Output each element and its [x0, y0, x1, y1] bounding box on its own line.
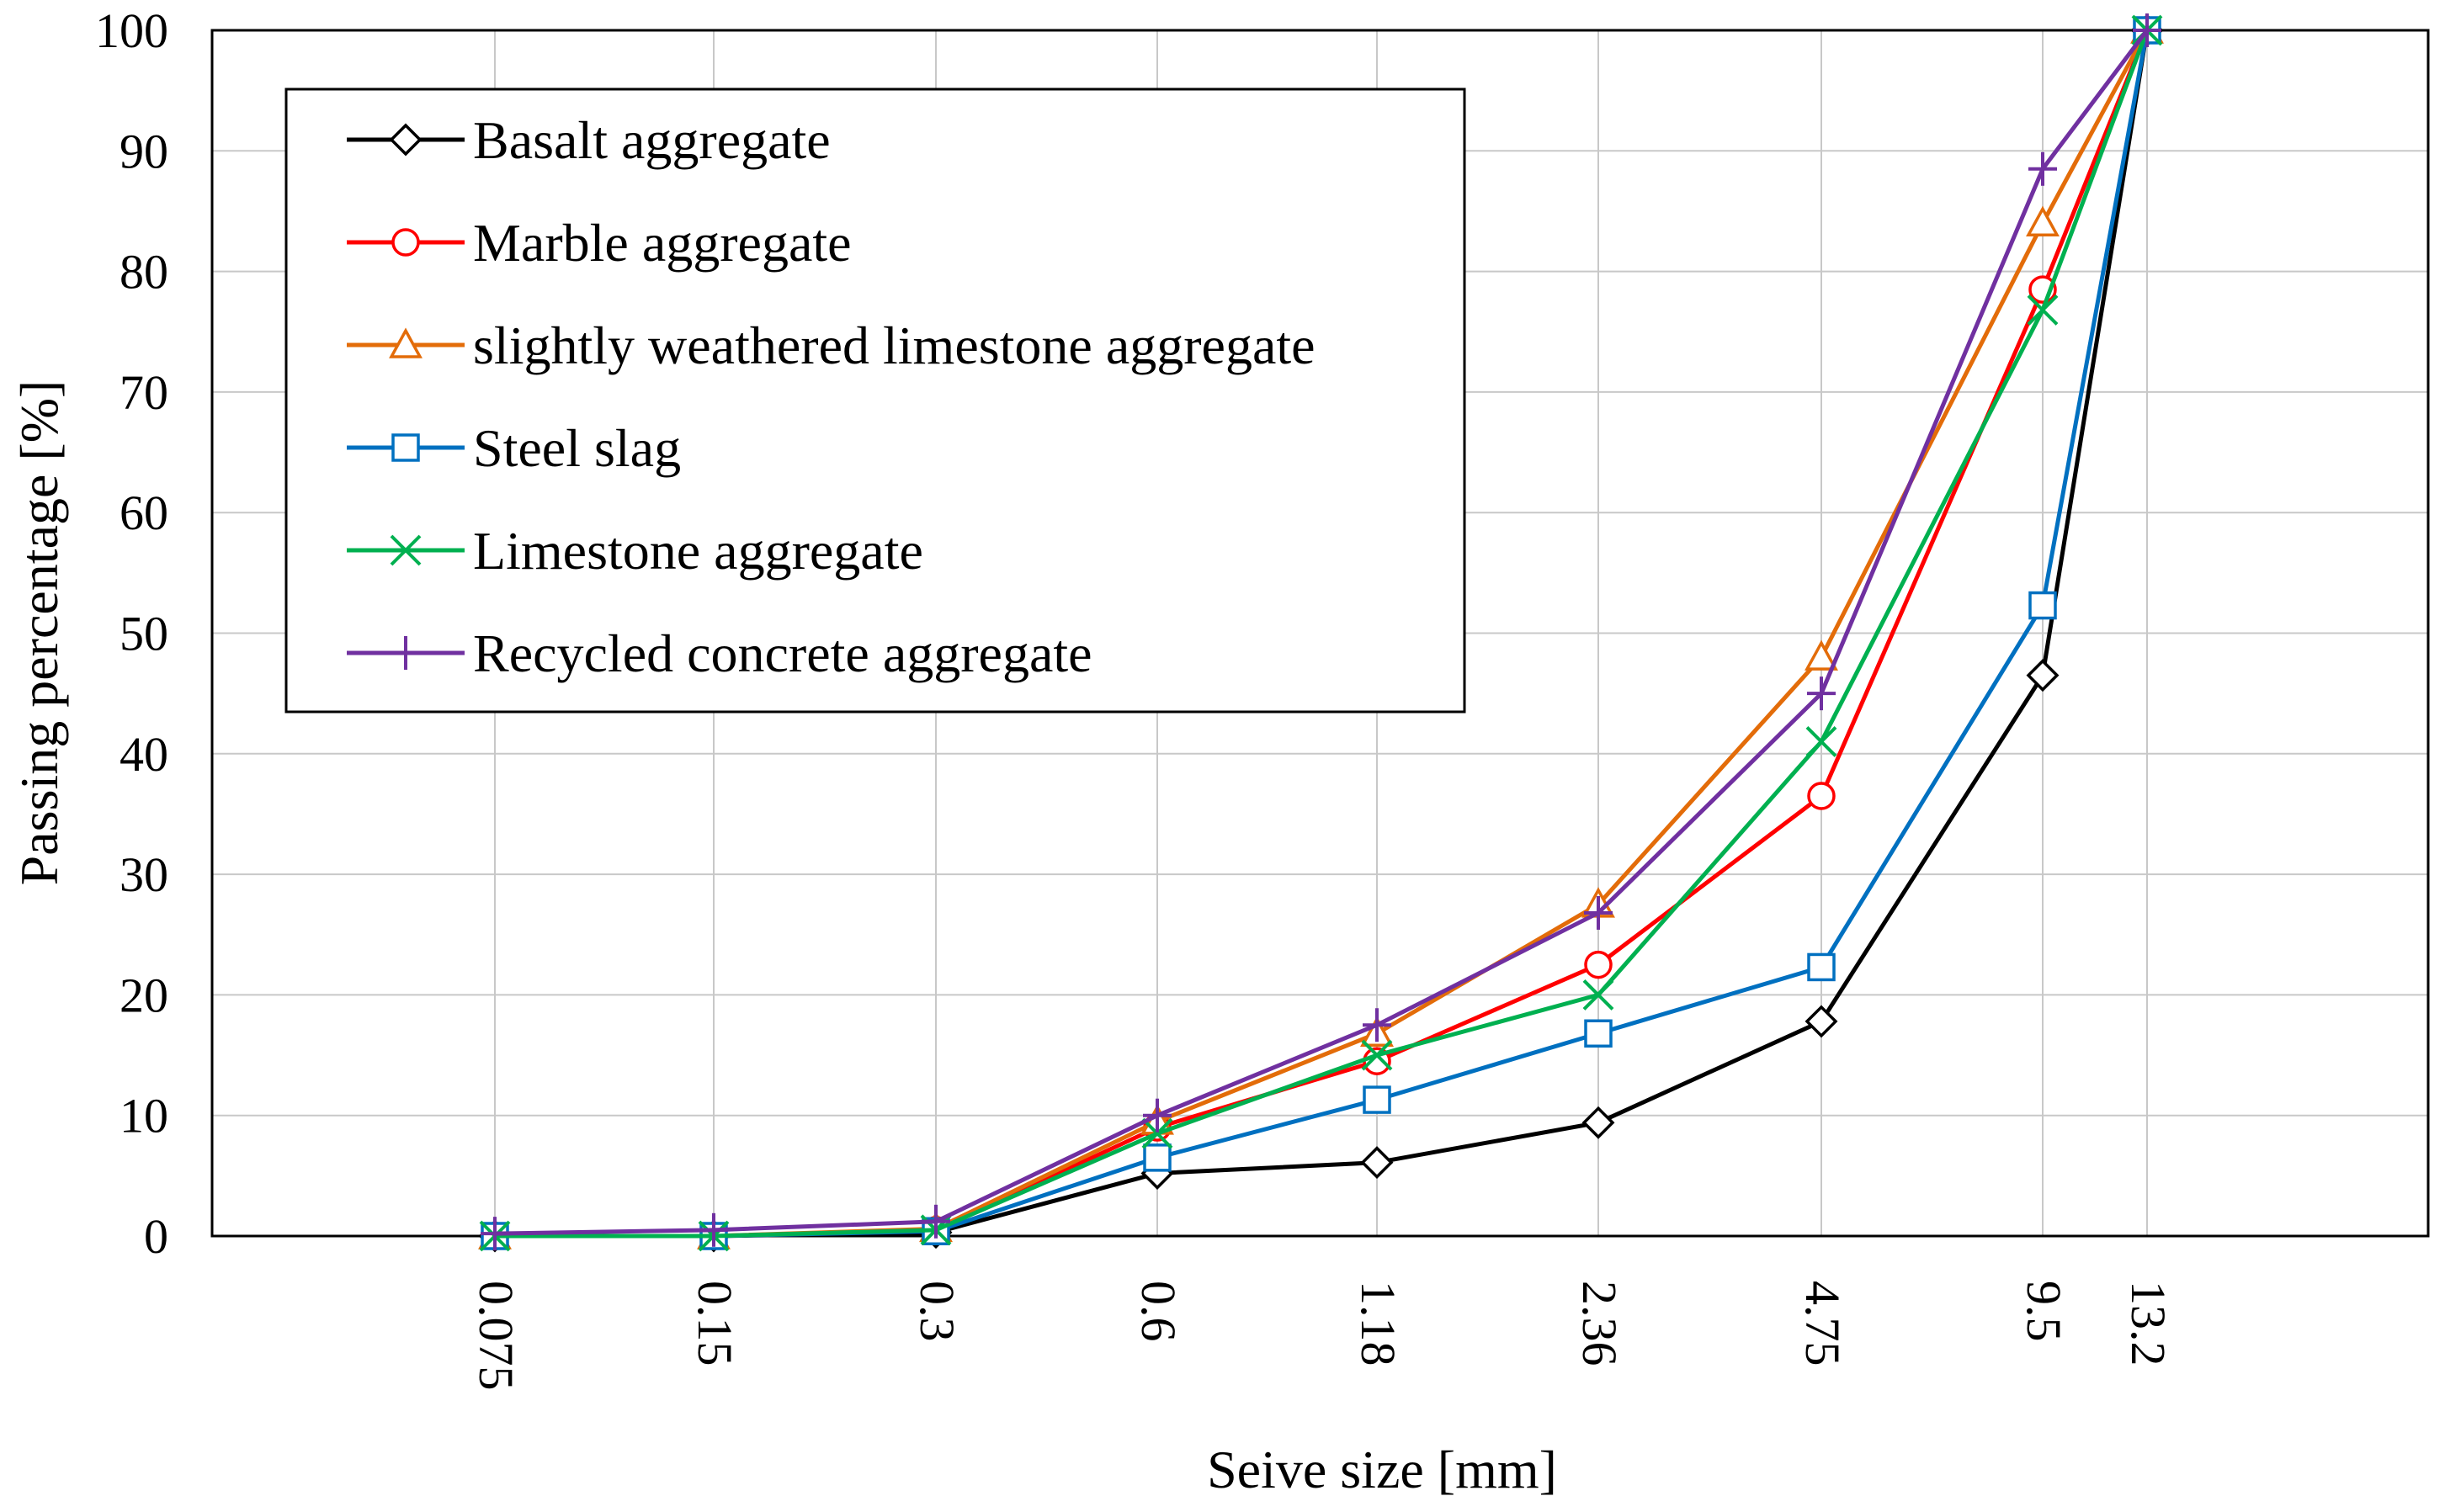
plot-area: [210, 29, 2430, 1238]
y-tick-label: 100: [95, 3, 168, 58]
data-point: [1584, 950, 1613, 979]
data-point: [2028, 591, 2057, 620]
data-point: [2027, 294, 2059, 326]
series-recycled-concrete-aggregate: [481, 13, 2161, 1251]
marker-stroke: [1582, 979, 1614, 1011]
data-point: [1807, 782, 1836, 810]
x-tick-label: 0.15: [688, 1281, 742, 1366]
data-point: [2133, 13, 2161, 47]
legend-item: Steel slag: [347, 418, 681, 478]
data-point: [2026, 205, 2060, 237]
data-point: [481, 1217, 509, 1251]
marker-stroke: [390, 534, 422, 566]
y-tick-label: 20: [120, 968, 168, 1022]
x-tick-label: 13.2: [2121, 1281, 2176, 1366]
x-tick-label: 0.075: [469, 1281, 524, 1391]
data-point: [699, 1212, 728, 1247]
data-point: [1143, 1098, 1172, 1133]
y-tick-label: 50: [120, 607, 168, 661]
legend-marker: [389, 327, 423, 358]
legend-item: Limestone aggregate: [347, 521, 923, 581]
data-point: [1143, 1143, 1172, 1172]
marker-stroke: [1361, 1039, 1393, 1071]
data-point: [1807, 952, 1836, 982]
data-point: [1363, 1085, 1391, 1114]
legend-marker: [390, 534, 422, 566]
x-tick-label: 2.36: [1572, 1281, 1627, 1366]
y-tick-label: 30: [120, 847, 168, 902]
marker-stroke: [1805, 726, 1837, 757]
data-point: [1141, 1117, 1173, 1149]
x-tick-label: 4.75: [1795, 1281, 1850, 1366]
y-tick-label: 40: [120, 727, 168, 782]
data-point: [1805, 1005, 1838, 1038]
legend-marker: [389, 123, 423, 157]
data-point: [922, 1204, 950, 1239]
legend-marker: [391, 433, 420, 462]
y-tick-label: 70: [120, 365, 168, 420]
marker-stroke: [1141, 1117, 1173, 1149]
marker-stroke: [2027, 294, 2059, 326]
y-tick-label: 0: [144, 1209, 168, 1264]
legend-label: Limestone aggregate: [473, 521, 923, 581]
series-layer: [478, 13, 2164, 1253]
y-tick-label: 90: [120, 124, 168, 178]
legend-item: Marble aggregate: [347, 213, 852, 273]
x-tick-label: 1.18: [1351, 1281, 1406, 1366]
x-tick-label: 9.5: [2017, 1281, 2071, 1342]
data-point: [1584, 895, 1613, 930]
data-point: [2028, 151, 2057, 186]
legend-marker: [391, 228, 420, 257]
data-point: [1805, 639, 1838, 671]
data-point: [1363, 1008, 1391, 1042]
x-tick-label: 0.3: [910, 1281, 965, 1342]
legend: Basalt aggregate Marble aggregate slightly…: [284, 88, 1466, 714]
data-point: [1807, 676, 1836, 711]
legend-item: Basalt aggregate: [347, 110, 831, 170]
data-point: [1360, 1146, 1394, 1180]
legend-label: Basalt aggregate: [473, 110, 831, 170]
y-axis-label: Passing percentage [%]: [9, 380, 69, 886]
legend-label: Steel slag: [473, 418, 681, 478]
legend-item: slightly weathered limestone aggregate: [347, 316, 1316, 375]
y-tick-label: 80: [120, 245, 168, 300]
data-point: [2026, 659, 2060, 692]
data-point: [1805, 726, 1837, 757]
x-tick-label: 0.6: [1131, 1281, 1186, 1342]
y-tick-label: 10: [120, 1089, 168, 1143]
data-point: [1584, 1019, 1613, 1048]
legend-item: Recycled concrete aggregate: [347, 623, 1092, 683]
y-axis-ticks: 0 10 20 30 40 50 60 70 80 90 100: [95, 3, 168, 1264]
data-point: [1582, 979, 1614, 1011]
legend-label: slightly weathered limestone aggregate: [473, 316, 1316, 375]
legend-label: Marble aggregate: [473, 213, 852, 273]
legend-label: Recycled concrete aggregate: [473, 623, 1092, 683]
x-axis-label: Seive size [mm]: [1207, 1440, 1557, 1499]
y-tick-label: 60: [120, 485, 168, 540]
data-point: [1581, 1106, 1615, 1139]
x-axis-ticks: 0.075 0.15 0.3 0.6 1.18 2.36 4.75 9.5 13.2: [469, 1281, 2176, 1391]
legend-marker: [391, 636, 420, 670]
data-point: [1361, 1039, 1393, 1071]
legend-box: [284, 88, 1466, 714]
